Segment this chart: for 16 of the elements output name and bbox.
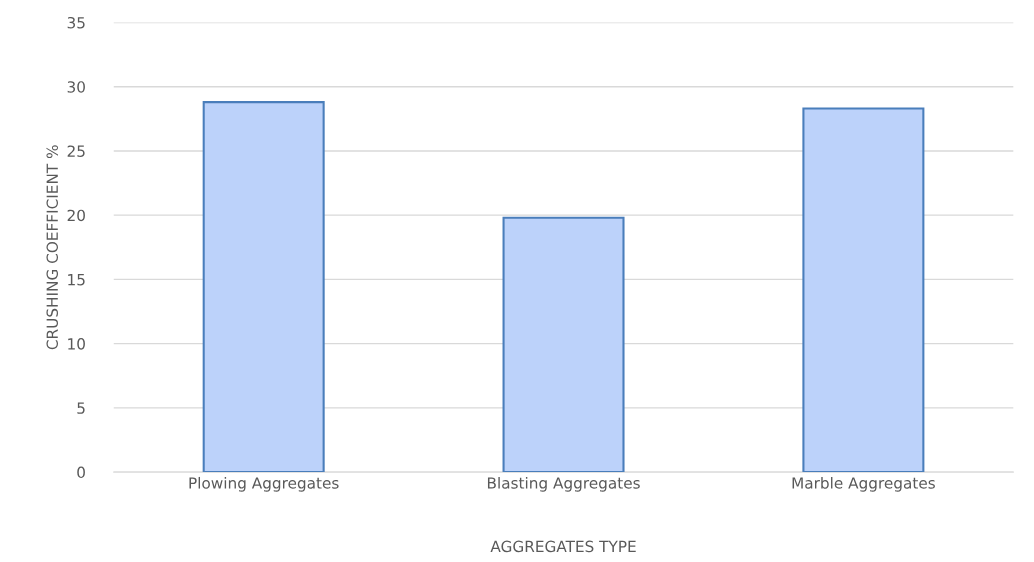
y-tick-label: 0: [77, 466, 85, 479]
y-tick-label: 5: [77, 402, 85, 414]
y-tick-label: 15: [68, 274, 85, 286]
y-tick-label: 20: [67, 209, 85, 222]
y-tick-label: 25: [67, 145, 85, 157]
bar: [202, 101, 325, 473]
y-tick-label: 35: [67, 16, 85, 29]
bar: [502, 216, 625, 473]
y-axis-title: CRUSHING COEFFICIENT %: [46, 145, 59, 350]
x-tick-label: Marble Aggregates: [792, 476, 935, 492]
x-tick-label: Plowing Aggregates: [189, 476, 339, 492]
x-tick-label: Blasting Aggregates: [487, 476, 640, 492]
y-tick-label: 30: [67, 81, 85, 93]
x-axis-title: AGGREGATES TYPE: [490, 540, 636, 553]
bar: [802, 107, 925, 473]
y-tick-label: 10: [68, 338, 85, 350]
